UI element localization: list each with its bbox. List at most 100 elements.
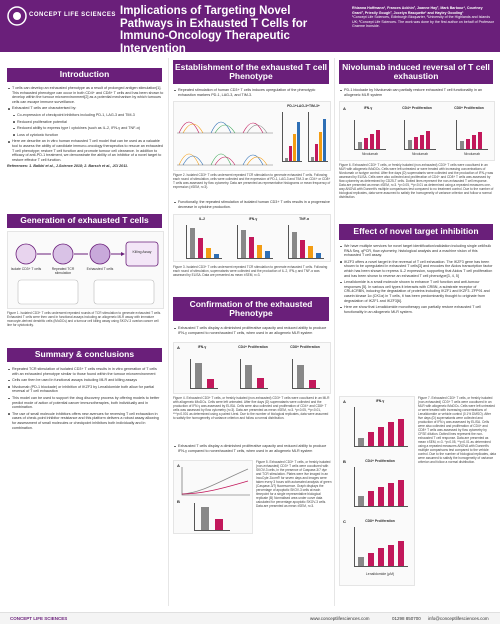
bar xyxy=(368,491,374,506)
figure-3-caption: Figure 3. Isolated CD3+ T cells underwen… xyxy=(173,265,328,277)
establishment-text-2: Functionally, the repeated stimulation o… xyxy=(173,200,331,211)
panel-letter: A xyxy=(177,463,180,468)
x-axis-label: Nivolumab xyxy=(411,152,429,156)
cytokine-plot-ifng xyxy=(237,225,273,259)
figure-6-nivolumab: A IFN-γ CD4+ Proliferation CD8+ Prolifer… xyxy=(339,101,495,161)
section-heading-confirmation: Confirmation of the exhausted Phenotype xyxy=(173,297,329,321)
auc-plot xyxy=(194,503,230,531)
bar xyxy=(289,146,292,161)
bar xyxy=(398,418,404,446)
establishment-bullet: Repeated stimulation of human CD3+ T cel… xyxy=(173,88,331,97)
bar xyxy=(378,426,384,446)
footer-email-link[interactable]: info@conceptlifesciences.com xyxy=(428,616,489,621)
x-axis-label: Nivolumab xyxy=(463,152,481,156)
mlr-plot-ifng xyxy=(190,359,218,389)
bar xyxy=(378,487,384,506)
panel-title: CD4+ Proliferation xyxy=(402,106,432,110)
intro-sub-bullet: Reduced ability to express type I cytoki… xyxy=(7,126,164,131)
bar xyxy=(245,364,252,388)
novel-target-text: We have multiple services for novel targ… xyxy=(339,244,495,316)
bar xyxy=(214,254,219,258)
bar-plot-cd4 xyxy=(282,112,302,162)
figure-6-caption: Figure 6. Exhausted CD3+ T cells, or fre… xyxy=(339,163,494,199)
figure-2-histograms: PD-1+LAG-3+TIM-3+ xyxy=(173,101,331,171)
footer-logo-text: CONCEPT LIFE SCIENCES xyxy=(10,616,68,621)
bar xyxy=(420,134,424,149)
footer-website-link[interactable]: www.conceptlifesciences.com xyxy=(310,616,370,621)
bar xyxy=(308,246,313,258)
bar-plot-cd8 xyxy=(308,112,328,162)
bar xyxy=(300,239,305,258)
cytokine-label: TNF-α xyxy=(299,217,309,221)
bar xyxy=(190,228,195,258)
confirmation-text-1: Exhausted T cells display a diminished p… xyxy=(173,326,331,337)
panel-letter: A xyxy=(177,345,180,350)
confirmation-text-2: Exhausted T cells display a diminished p… xyxy=(173,444,331,455)
bar xyxy=(257,244,262,258)
bar xyxy=(241,229,246,258)
footer-phone: 01298 850700 xyxy=(392,616,421,621)
intro-sub-bullet: Co-expression of checkpoint inhibitors i… xyxy=(7,113,164,118)
establishment-text-1: Repeated stimulation of human CD3+ T cel… xyxy=(173,88,331,99)
novel-bullet: Here we show that Lenalidomide monothera… xyxy=(339,305,495,314)
histogram-grid xyxy=(177,121,273,166)
bar xyxy=(315,143,318,161)
bar xyxy=(364,137,368,149)
bar xyxy=(472,135,476,149)
workflow-step: Killing Assay xyxy=(132,250,152,254)
bar xyxy=(257,377,264,388)
figure-7-caption: Figure 7. Exhausted CD3+ T cells, or fre… xyxy=(418,396,496,464)
figure-2-panel-title: PD-1+LAG-3+TIM-3+ xyxy=(287,104,320,108)
bar xyxy=(358,141,362,149)
bar xyxy=(376,129,380,149)
intro-bullet: Here we describe an in vitro human exhau… xyxy=(7,139,164,162)
bar xyxy=(297,121,300,161)
bar xyxy=(319,131,322,161)
bar xyxy=(265,251,270,258)
figure-7-lenalidomide: A IFN-γ B CD4+ Proliferation C CD8+ Prol… xyxy=(339,396,415,586)
bar xyxy=(426,131,430,149)
panel-title: CD8+ Proliferation xyxy=(454,106,484,110)
summary-bullet: Cells can then be used in functional ass… xyxy=(7,378,164,383)
poster-header: CONCEPT LIFE SCIENCES Implications of Ta… xyxy=(0,0,500,55)
company-logo: CONCEPT LIFE SCIENCES xyxy=(7,6,115,44)
summary-bullet: The use of small molecule inhibitors off… xyxy=(7,412,164,430)
figure-3-cytokine-plots: IL-2 IFN-γ TNF-α xyxy=(173,214,331,262)
panel-title: CD8+ Proliferation xyxy=(290,345,320,349)
bar xyxy=(207,379,214,388)
mlr-plot-cd4 xyxy=(240,359,268,389)
bar xyxy=(195,363,202,388)
figure-1-caption: Figure 1. Isolated CD3+ T cells underwen… xyxy=(7,311,162,327)
intro-bullet: Exhausted T cells are characterised by: xyxy=(7,106,164,111)
novel-bullet: We have multiple services for novel targ… xyxy=(339,244,495,258)
panel-letter: B xyxy=(343,459,346,464)
panel-title: CD8+ Proliferation xyxy=(365,519,395,523)
panel-letter: B xyxy=(177,499,180,504)
panel-title: IFN-γ xyxy=(363,106,373,110)
bar xyxy=(323,119,326,161)
figure-1-workflow: Isolate CD3+ T cells Repeated TCR stimul… xyxy=(7,231,164,309)
summary-bullet: Nivolumab (PD-1 blockade) or inhibition … xyxy=(7,385,164,394)
nivo-plot-cd4 xyxy=(404,120,436,150)
references: References: 1. Balkhi et al., J.Science … xyxy=(7,164,129,169)
poster-authors: Rhianna Hoffmann¹, Frances Ackhin², Joan… xyxy=(352,6,494,29)
mlr-plot-cd8 xyxy=(292,359,320,389)
confirmation-bullet: Exhausted T cells display a diminished p… xyxy=(173,444,331,453)
bar xyxy=(358,557,364,566)
bar xyxy=(466,138,470,149)
bar xyxy=(414,137,418,149)
bar xyxy=(198,238,203,258)
introduction-text: T cells can develop an exhausted phenoty… xyxy=(7,86,164,169)
bar xyxy=(293,134,296,161)
panel-letter: A xyxy=(343,399,346,404)
workflow-step: Repeated TCR stimulation xyxy=(51,267,75,275)
intro-sub-bullet: Reduced proliferative potential xyxy=(7,120,164,125)
bar xyxy=(358,496,364,506)
bar xyxy=(378,548,384,566)
summary-bullet: This model can be used to support the dr… xyxy=(7,396,164,410)
summary-text: Repeated TCR stimulation of isolated CD3… xyxy=(7,367,164,432)
section-heading-summary: Summary & conclusions xyxy=(7,348,162,362)
column-divider xyxy=(334,58,335,606)
confirmation-bullet: Exhausted T cells display a diminished p… xyxy=(173,326,331,335)
figure-5-killing-assay: A B xyxy=(173,460,253,534)
